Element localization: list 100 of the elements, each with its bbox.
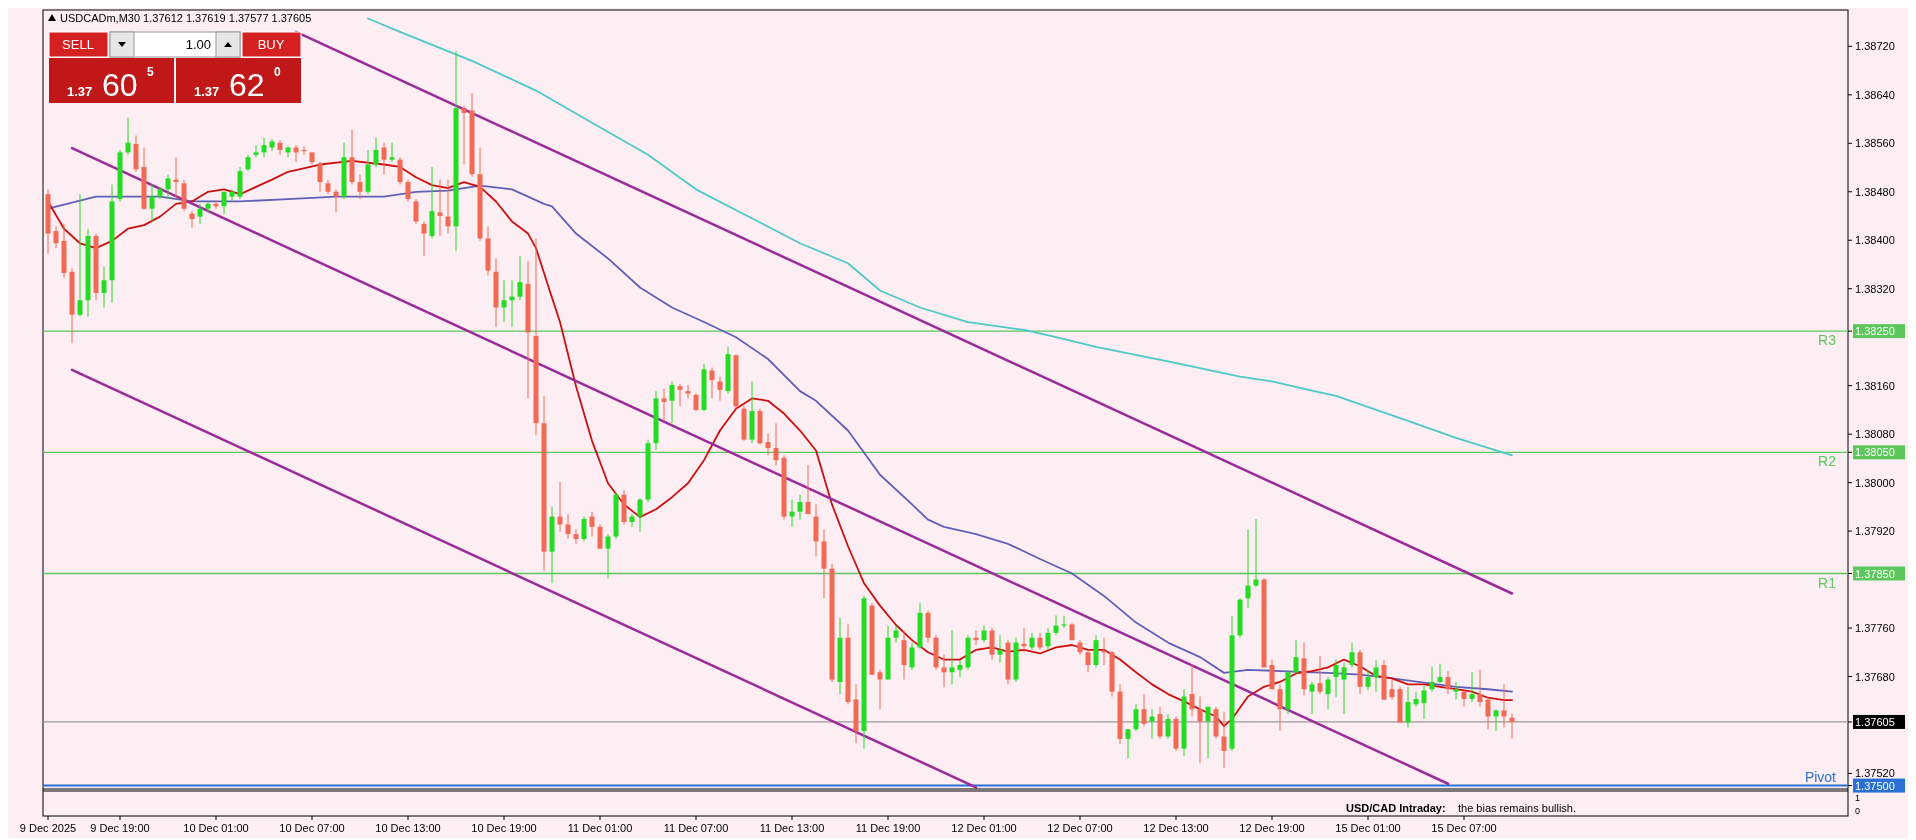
candlestick	[893, 625, 899, 644]
y-tick-label: 1.38320	[1855, 282, 1895, 295]
candlestick	[1277, 683, 1283, 732]
candlestick	[1253, 518, 1259, 588]
annotation: 5	[147, 65, 154, 79]
candlestick	[1501, 683, 1507, 728]
x-tick-label: 11 Dec 01:00	[567, 822, 633, 834]
x-tick-label: 10 Dec 19:00	[471, 822, 537, 834]
candlestick	[517, 255, 523, 301]
candlestick	[1037, 632, 1043, 651]
candlestick	[589, 511, 595, 538]
candlestick	[1309, 681, 1315, 715]
x-tick-label: 10 Dec 13:00	[375, 822, 441, 834]
y-tick-label: 1.38720	[1855, 40, 1895, 53]
buy-button: BUY	[241, 31, 302, 58]
candlestick	[1045, 627, 1051, 651]
annotation: 60	[102, 67, 138, 103]
y-tick-label: 1.37605	[1855, 715, 1895, 728]
y-tick-label: 1.38560	[1855, 137, 1895, 150]
buy-price-box: 1.37 62 0	[176, 58, 301, 103]
candlestick	[1125, 728, 1131, 759]
candlestick	[1325, 676, 1331, 710]
x-tick-label: 12 Dec 01:00	[951, 822, 1017, 834]
y-tick-label: 1.37920	[1855, 525, 1895, 538]
candlestick	[1373, 659, 1379, 693]
candlestick	[765, 433, 771, 456]
candlestick	[125, 117, 131, 156]
candlestick	[1317, 655, 1323, 695]
candlestick	[1365, 669, 1371, 691]
y-tick-label: 1.37680	[1855, 670, 1895, 683]
candlestick	[1245, 528, 1251, 609]
candlestick	[677, 383, 683, 407]
candlestick	[1189, 663, 1195, 717]
candlestick	[557, 481, 563, 533]
text: the bias remains bullish.	[1458, 802, 1577, 814]
candlestick	[1437, 663, 1443, 684]
candlestick	[1157, 706, 1163, 740]
candlestick	[149, 184, 155, 222]
y-tick-label: 1.38050	[1855, 446, 1895, 459]
candlestick	[1413, 691, 1419, 708]
candlestick	[389, 142, 395, 163]
candlestick	[405, 179, 411, 202]
candlestick	[197, 203, 203, 225]
candlestick	[1421, 685, 1427, 720]
ref-line-label: R3	[1818, 332, 1837, 349]
y-tick-label: 1.38080	[1855, 428, 1895, 441]
ref-line-label: Pivot	[1804, 768, 1837, 785]
candlestick	[1477, 669, 1483, 708]
candlestick	[1205, 706, 1211, 759]
x-tick-label: 15 Dec 07:00	[1431, 822, 1497, 834]
candlestick	[421, 220, 427, 257]
candlestick	[53, 225, 59, 249]
y-tick-label: 1.38160	[1855, 379, 1895, 392]
candlestick	[277, 139, 283, 156]
candlestick	[189, 210, 195, 229]
chart-title: USDCADm,M30 1.37612 1.37619 1.37577 1.37605	[60, 12, 312, 24]
y-tick-label: 1.38480	[1855, 185, 1895, 198]
candlestick	[381, 142, 387, 176]
sell-button: SELL	[48, 31, 109, 58]
candlestick	[1461, 688, 1467, 708]
candlestick	[461, 105, 467, 166]
candlestick	[717, 376, 723, 402]
candlestick	[877, 669, 883, 710]
candlestick	[1293, 639, 1299, 674]
candlestick	[165, 174, 171, 200]
candlestick	[597, 523, 603, 550]
candlestick	[957, 659, 963, 678]
candlestick	[373, 137, 379, 168]
candlestick	[413, 198, 419, 225]
candlestick	[605, 533, 611, 579]
candlestick	[77, 193, 83, 318]
candlestick	[909, 642, 915, 671]
candlestick	[357, 174, 363, 200]
candlestick	[949, 629, 955, 685]
candlestick	[253, 144, 259, 158]
x-tick-label: 9 Dec 2025	[19, 822, 77, 834]
y-tick-label: 1.37520	[1855, 767, 1895, 780]
line-series	[367, 17, 1513, 457]
candlestick	[1453, 681, 1459, 701]
candlestick	[1405, 686, 1411, 728]
candlestick	[1493, 708, 1499, 732]
candlestick	[661, 388, 667, 422]
candlestick	[1429, 666, 1435, 693]
candlestick	[1333, 659, 1339, 698]
candlestick	[1445, 670, 1451, 695]
candlestick	[685, 384, 691, 399]
annotation: 62	[229, 67, 265, 103]
candlestick	[773, 422, 779, 467]
candlestick	[997, 634, 1003, 664]
candlestick	[1029, 632, 1035, 651]
annotation: 1.00	[185, 37, 211, 52]
candlestick	[581, 516, 587, 542]
candlestick	[637, 497, 643, 533]
candlestick	[261, 137, 267, 158]
sell-price-box: 1.37 60 5	[49, 58, 174, 103]
candlestick	[573, 528, 579, 545]
x-tick-label: 10 Dec 01:00	[183, 822, 249, 834]
x-tick-label: 11 Dec 07:00	[663, 822, 729, 834]
candlestick	[629, 513, 635, 528]
y-tick-label: 1.38400	[1855, 234, 1895, 247]
